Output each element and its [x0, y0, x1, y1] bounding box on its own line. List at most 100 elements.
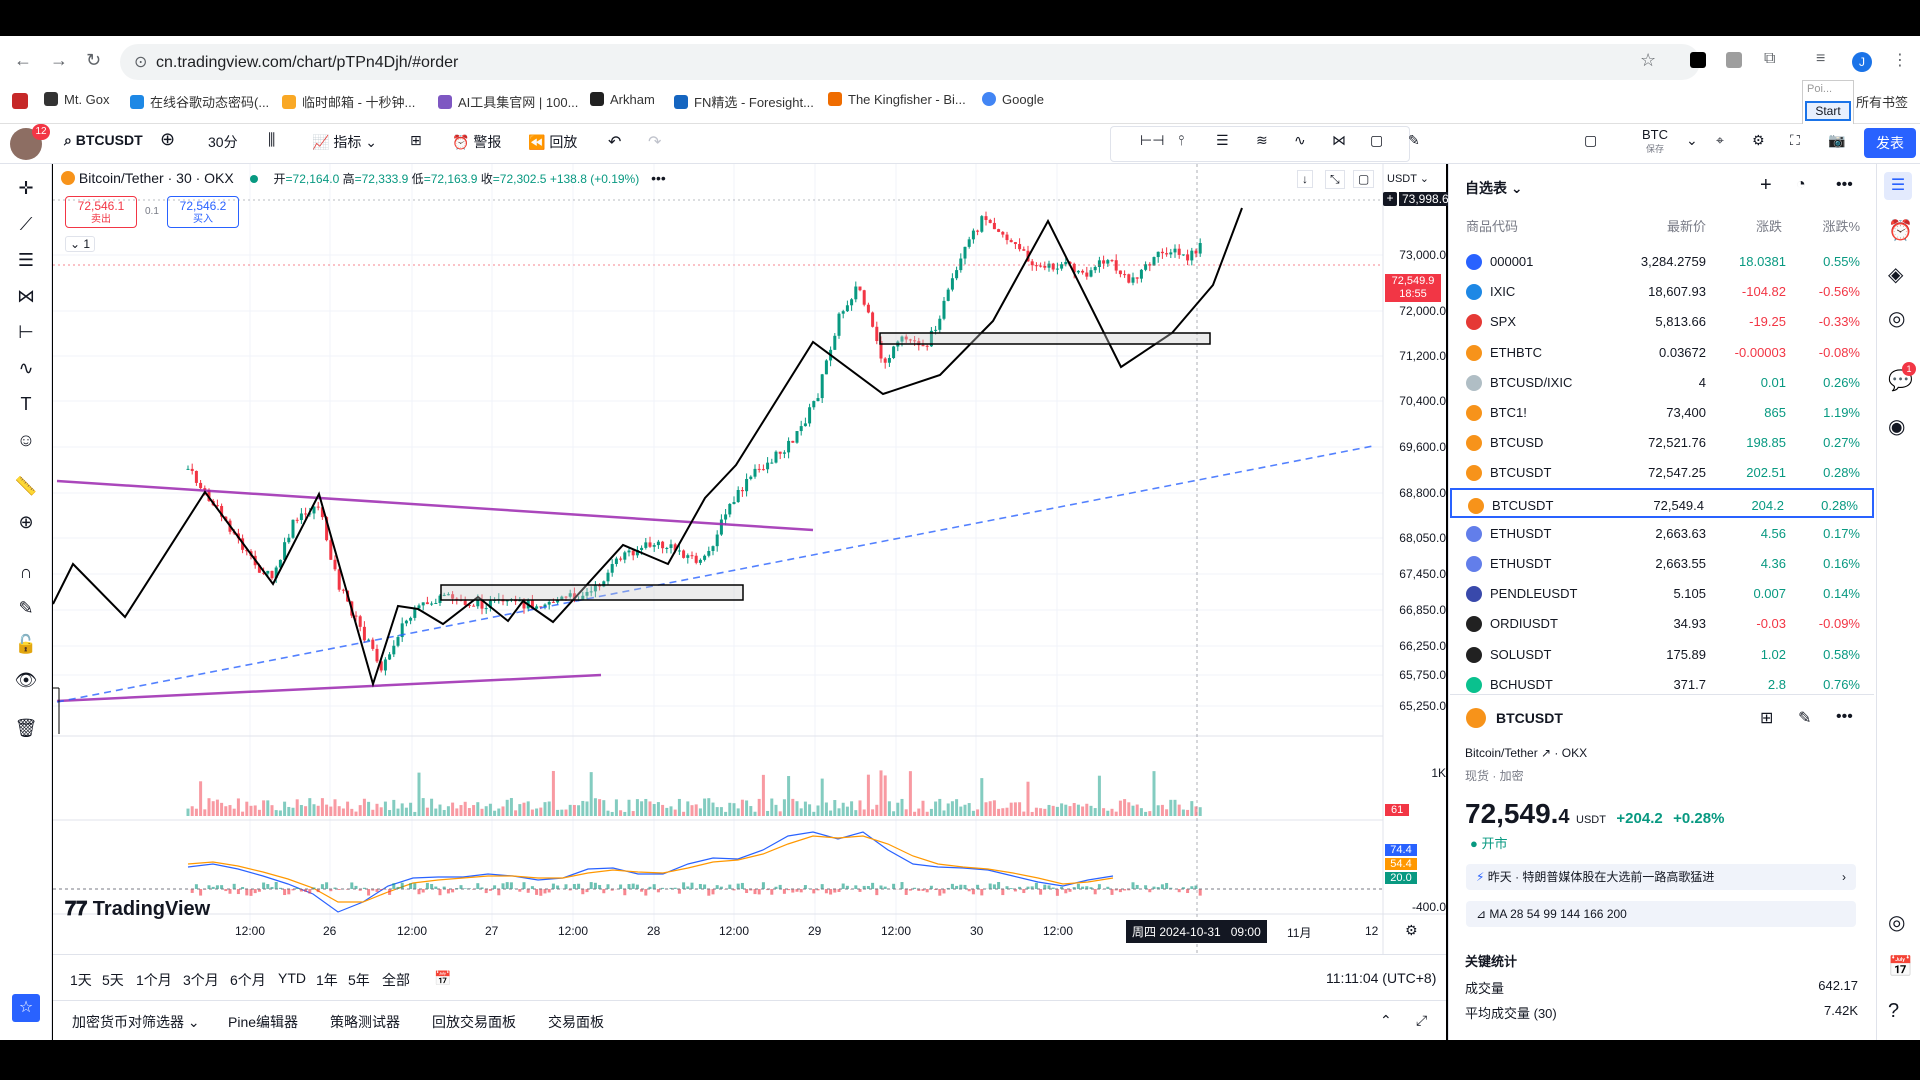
trash-icon[interactable]: 🗑 [14, 718, 38, 738]
candles-icon[interactable]: ⫼ [268, 132, 276, 149]
bookmark-foresight[interactable]: FN精选 - Foresight... [674, 92, 814, 111]
puzzle-icon[interactable]: ⧉ [1764, 50, 1776, 67]
settings-gear-icon[interactable]: ⚙ [1752, 132, 1765, 148]
pattern-icon[interactable]: ⋈ [17, 286, 35, 306]
eye-icon[interactable]: 👁 [14, 670, 38, 690]
range-6m[interactable]: 6个月 [230, 972, 266, 988]
col-change-pct[interactable]: 涨跌% [1822, 219, 1860, 234]
layer-toggle[interactable]: ⌄ 1 [65, 236, 96, 252]
pitchfork-icon[interactable]: ⫯ [1178, 132, 1185, 148]
url-field[interactable] [120, 44, 1700, 80]
watchlist-row[interactable]: ETHUSDT 2,663.55 4.36 0.16% [1450, 548, 1874, 578]
trendline-icon[interactable]: ⟋ [19, 214, 33, 234]
watchlist-title[interactable]: 自选表 ⌄ [1465, 180, 1523, 196]
tab-search-icon[interactable]: ≡ [1816, 50, 1826, 67]
tradingview-logo[interactable]: 𝟕𝟕 TradingView [65, 898, 211, 920]
forward-icon[interactable]: → [50, 50, 68, 70]
details-name[interactable]: Bitcoin/Tether ↗ · OKX [1465, 746, 1588, 760]
reload-icon[interactable]: ↻ [86, 50, 102, 70]
zoom-in-icon[interactable]: ⊕ [18, 512, 34, 532]
bookmark-mtgox[interactable]: Mt. Gox [44, 92, 110, 107]
collapse-icon[interactable]: ⤡ [1325, 170, 1345, 189]
grid-view-icon[interactable]: ⊞ [1760, 710, 1774, 727]
maximize-panel-icon[interactable]: ⤢ [1416, 1012, 1428, 1028]
date-range-icon[interactable]: 📅 [434, 970, 452, 986]
currency-selector[interactable]: BTC 保存 [1642, 127, 1668, 154]
popup-start-button[interactable]: Start [1805, 101, 1851, 121]
tab-replay-trading[interactable]: 回放交易面板 [432, 1014, 516, 1030]
ideas-icon[interactable]: ◎ [1888, 308, 1906, 330]
rectangle-icon[interactable]: ▢ [1370, 132, 1384, 148]
legend-more-icon[interactable]: ••• [651, 170, 666, 186]
tab-crypto-screener[interactable]: 加密货币对筛选器 ⌄ [72, 1014, 200, 1030]
layers-icon[interactable]: ◈ [1888, 264, 1904, 286]
watchlist-row[interactable]: SPX 5,813.66 -19.25 -0.33% [1450, 306, 1874, 336]
text-tool-icon[interactable]: T [20, 394, 32, 414]
undo-icon[interactable]: ↶ [608, 134, 622, 151]
alarm-clock-icon[interactable]: ⏰ [1888, 220, 1913, 242]
horizontal-lines-icon[interactable]: ☰ [17, 250, 35, 270]
watchlist-row[interactable]: BTCUSDT 72,549.4 204.2 0.28% [1450, 487, 1874, 518]
watchlist-row[interactable]: ETHUSDT 2,663.63 4.56 0.17% [1450, 518, 1874, 548]
news-headline[interactable]: ⚡ 昨天 · 特朗普媒体股在大选前一路高歌猛进 › [1466, 864, 1856, 890]
bookmark-star-icon[interactable]: ☆ [1640, 50, 1657, 70]
replay-button[interactable]: ⏪ 回放 [528, 134, 578, 150]
advanced-view-icon[interactable]: ◔ [1796, 176, 1806, 193]
range-1y[interactable]: 1年 [316, 972, 338, 988]
apps-icon[interactable] [12, 93, 28, 109]
col-change[interactable]: 涨跌 [1755, 219, 1782, 234]
calendar-icon[interactable]: 📅 [1888, 956, 1913, 978]
watchlist-row[interactable]: BCHUSDT 371.7 2.8 0.76% [1450, 669, 1874, 699]
extension-icon[interactable] [1690, 52, 1706, 68]
target-icon[interactable]: ◎ [1888, 912, 1906, 934]
drawing-mode-icon[interactable]: ✎ [18, 598, 34, 618]
currency-axis-selector[interactable]: USDT ⌄ [1387, 173, 1430, 185]
bookmark-ai-tools[interactable]: AI工具集官网 | 100... [438, 92, 578, 111]
redo-icon[interactable]: ↷ [648, 134, 662, 151]
camera-icon[interactable]: 📷 [1828, 132, 1846, 148]
alerts-button[interactable]: ⏰ 警报 [452, 134, 502, 150]
watchlist-row[interactable]: 000001 3,284.2759 18.0381 0.55% [1450, 246, 1874, 276]
edit-note-icon[interactable]: ✎ [1798, 710, 1812, 727]
col-symbol[interactable]: 商品代码 [1466, 219, 1519, 234]
emoji-icon[interactable]: ☺ [16, 430, 36, 450]
price-axis[interactable]: + 73,998.6 73,000.0 72,000.0 71,200.0 70… [1383, 164, 1452, 914]
measure-tool-icon[interactable]: ⊢ [18, 322, 34, 342]
ma-summary[interactable]: ⊿ MA 28 54 99 144 166 200 [1466, 901, 1856, 927]
watchlist-row[interactable]: BTCUSD 72,521.76 198.85 0.27% [1450, 427, 1874, 457]
buy-button[interactable]: 72,546.2 买入 [167, 196, 239, 228]
indicators-button[interactable]: 📈 指标 ⌄ [312, 134, 377, 150]
bookmark-google-auth[interactable]: 在线谷歌动态密码(... [130, 92, 269, 111]
brush-icon[interactable]: ✎ [1408, 132, 1420, 148]
chart-pane[interactable]: Bitcoin/Tether · 30 · OKX 开=72,164.0 高=7… [52, 164, 1452, 954]
help-icon[interactable]: ? [1888, 1000, 1900, 1022]
watchlist-row[interactable]: BTCUSDT 72,547.25 202.51 0.28% [1450, 457, 1874, 487]
watchlist-row[interactable]: PENDLEUSDT 5.105 0.007 0.14% [1450, 578, 1874, 608]
range-all[interactable]: 全部 [382, 972, 410, 988]
add-symbol-icon[interactable]: + [1760, 174, 1772, 196]
watchlist-row[interactable]: ORDIUSDT 34.93 -0.03 -0.09% [1450, 608, 1874, 638]
publish-button[interactable]: 发表 [1864, 128, 1916, 158]
chevron-up-icon[interactable]: ⌃ [1380, 1012, 1392, 1028]
watchlist-more-icon[interactable]: ••• [1836, 176, 1853, 193]
menu-kebab-icon[interactable]: ⋮ [1892, 52, 1908, 69]
site-info-icon[interactable]: ⊙ [134, 54, 148, 71]
back-icon[interactable]: ← [14, 50, 32, 70]
range-tool-icon[interactable]: ⊢⊣ [1140, 132, 1165, 148]
ruler-icon[interactable]: 📏 [14, 476, 38, 496]
col-last[interactable]: 最新价 [1666, 219, 1706, 234]
time-axis[interactable]: 12:00 26 12:00 27 12:00 28 12:00 29 12:0… [53, 914, 1446, 954]
regression-icon[interactable]: ≋ [1256, 132, 1268, 148]
maximize-pane-icon[interactable]: ▢ [1353, 170, 1375, 188]
details-more-icon[interactable]: ••• [1836, 708, 1853, 725]
profile-avatar[interactable]: J [1852, 52, 1872, 72]
details-symbol[interactable]: BTCUSDT [1496, 710, 1563, 726]
parallel-channel-icon[interactable]: ☰ [1216, 132, 1229, 148]
compare-add-icon[interactable]: ⊕ [160, 129, 176, 149]
sell-button[interactable]: 72,546.1 卖出 [65, 196, 137, 228]
extension-icon-2[interactable] [1726, 52, 1742, 68]
symbol-search[interactable]: ⌕ BTCUSDT [64, 132, 143, 148]
fullscreen-icon[interactable]: ⛶ [1790, 132, 1800, 148]
favorites-star-icon[interactable]: ☆ [12, 994, 40, 1022]
watchlist-row[interactable]: BTCUSD/IXIC 4 0.01 0.26% [1450, 367, 1874, 397]
